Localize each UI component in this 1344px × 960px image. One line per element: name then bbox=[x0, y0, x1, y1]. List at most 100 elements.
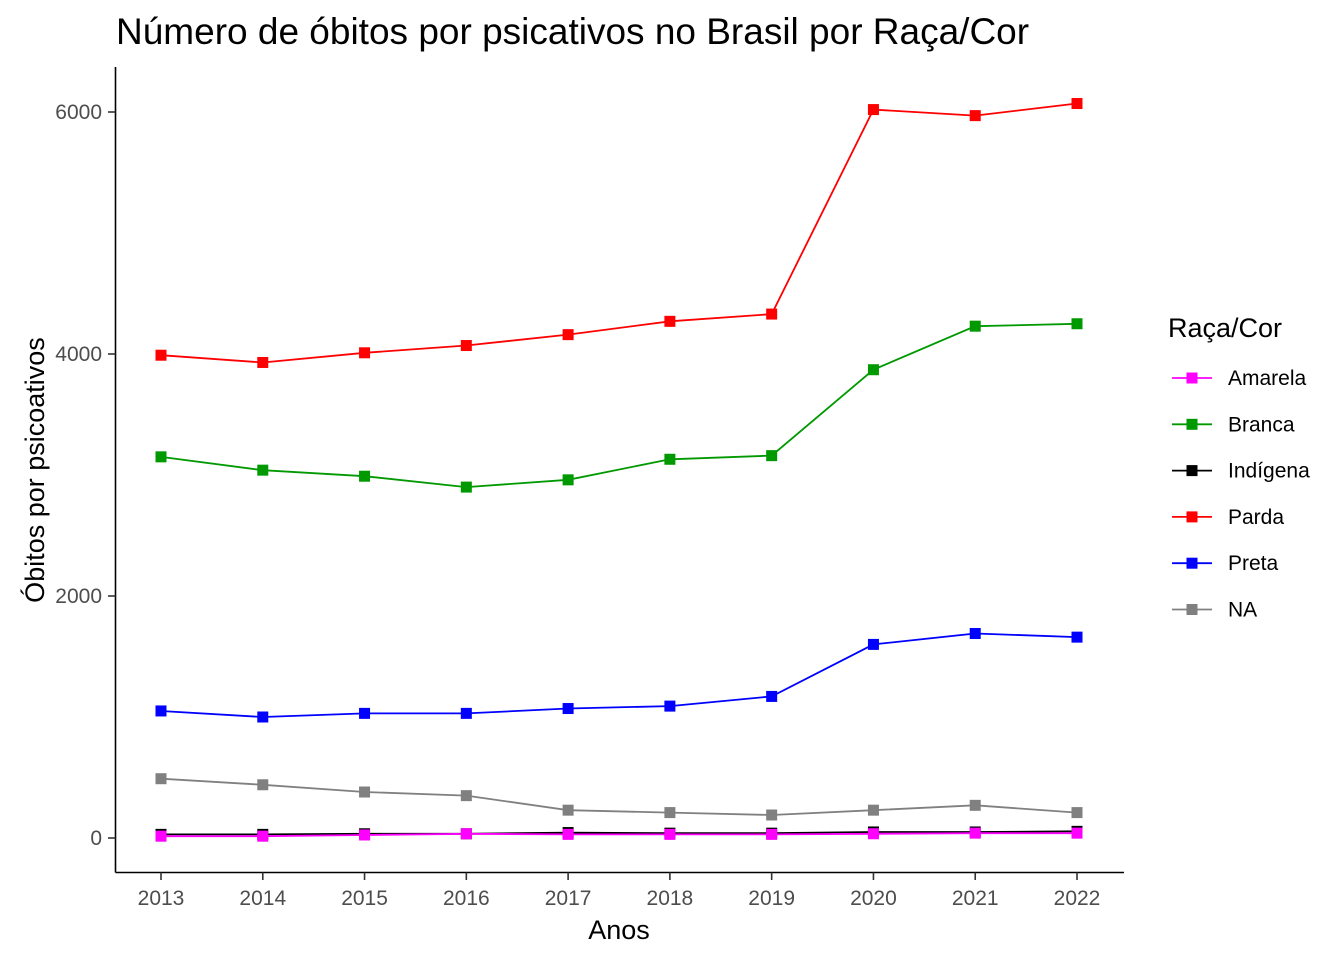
series-parda bbox=[155, 98, 1083, 368]
data-point-amarela bbox=[562, 828, 574, 840]
data-point-amarela bbox=[766, 828, 778, 840]
y-tick-label: 0 bbox=[90, 827, 102, 850]
x-axis-ticks: 2013 2014 2015 2016 2017 2018 2019 2020 2021 2022 bbox=[138, 872, 1101, 910]
legend-marker bbox=[1186, 465, 1198, 477]
data-point-na bbox=[257, 779, 269, 791]
x-tick-label: 2020 bbox=[850, 887, 897, 910]
data-point-preta bbox=[460, 707, 472, 719]
x-tick-label: 2021 bbox=[952, 887, 999, 910]
data-point-na bbox=[155, 773, 167, 785]
x-tick-label: 2017 bbox=[545, 887, 592, 910]
data-point-na bbox=[969, 799, 981, 811]
data-point-amarela bbox=[257, 830, 269, 842]
data-point-parda bbox=[460, 340, 472, 352]
series-na bbox=[155, 773, 1083, 821]
series-preta bbox=[155, 628, 1083, 723]
x-tick-label: 2015 bbox=[341, 887, 388, 910]
data-point-branca bbox=[155, 451, 167, 463]
data-point-na bbox=[867, 804, 879, 816]
data-point-amarela bbox=[155, 830, 167, 842]
series-line-parda bbox=[160, 102, 1078, 364]
data-point-branca bbox=[359, 470, 371, 482]
data-point-na bbox=[766, 809, 778, 821]
legend-label: Parda bbox=[1228, 506, 1284, 529]
data-point-preta bbox=[562, 703, 574, 715]
x-tick-label: 2016 bbox=[443, 887, 490, 910]
data-point-na bbox=[562, 804, 574, 816]
data-point-na bbox=[1071, 807, 1083, 819]
data-point-parda bbox=[257, 356, 269, 368]
x-tick-label: 2018 bbox=[647, 887, 694, 910]
data-point-branca bbox=[766, 450, 778, 462]
series-branca bbox=[155, 318, 1083, 493]
chart-title: Número de óbitos por psicativos no Brasi… bbox=[116, 11, 1029, 52]
y-axis-title: Óbitos por psicoativos bbox=[19, 337, 50, 603]
x-axis-title: Anos bbox=[588, 915, 650, 945]
series-line-branca bbox=[160, 322, 1078, 489]
data-point-parda bbox=[867, 104, 879, 116]
data-point-parda bbox=[562, 329, 574, 341]
x-tick-label: 2013 bbox=[138, 887, 185, 910]
legend-marker bbox=[1186, 372, 1198, 384]
data-point-na bbox=[664, 807, 676, 819]
legend-title: Raça/Cor bbox=[1168, 313, 1282, 343]
legend-item-preta: Preta bbox=[1172, 552, 1279, 575]
series-amarela bbox=[155, 827, 1083, 842]
data-point-amarela bbox=[867, 828, 879, 840]
data-point-na bbox=[359, 786, 371, 798]
y-tick-label: 4000 bbox=[55, 343, 102, 366]
legend-label: Indígena bbox=[1228, 460, 1310, 483]
legend-label: NA bbox=[1228, 599, 1257, 622]
data-point-branca bbox=[867, 364, 879, 376]
data-point-preta bbox=[969, 628, 981, 640]
data-point-parda bbox=[766, 308, 778, 320]
legend-item-indigena: Indígena bbox=[1172, 460, 1310, 483]
data-point-preta bbox=[257, 711, 269, 723]
data-point-amarela bbox=[460, 828, 472, 840]
data-point-parda bbox=[155, 349, 167, 361]
x-tick-label: 2022 bbox=[1054, 887, 1101, 910]
data-point-amarela bbox=[969, 827, 981, 839]
data-point-preta bbox=[155, 705, 167, 717]
legend-item-parda: Parda bbox=[1172, 506, 1284, 529]
data-point-branca bbox=[1071, 318, 1083, 330]
plot-area bbox=[155, 98, 1083, 842]
series-line-preta bbox=[160, 632, 1078, 718]
y-axis-ticks: 0 2000 4000 6000 bbox=[55, 101, 116, 850]
data-point-amarela bbox=[1071, 827, 1083, 839]
legend-item-na: NA bbox=[1172, 599, 1257, 622]
data-point-preta bbox=[1071, 631, 1083, 643]
data-point-branca bbox=[562, 474, 574, 486]
data-point-parda bbox=[359, 347, 371, 359]
data-point-parda bbox=[664, 315, 676, 327]
legend-marker bbox=[1186, 418, 1198, 430]
data-point-branca bbox=[664, 453, 676, 465]
series-line-amarela bbox=[161, 832, 1077, 838]
y-tick-label: 2000 bbox=[55, 585, 102, 608]
series-line-na bbox=[160, 777, 1078, 816]
y-tick-label: 6000 bbox=[55, 101, 102, 124]
data-point-amarela bbox=[359, 829, 371, 841]
x-tick-label: 2019 bbox=[748, 887, 795, 910]
data-point-branca bbox=[257, 464, 269, 476]
legend-label: Preta bbox=[1228, 552, 1279, 575]
data-point-branca bbox=[460, 481, 472, 493]
legend-item-amarela: Amarela bbox=[1172, 367, 1307, 390]
x-tick-label: 2014 bbox=[239, 887, 286, 910]
data-point-amarela bbox=[664, 828, 676, 840]
data-point-preta bbox=[766, 690, 778, 702]
data-point-parda bbox=[969, 110, 981, 122]
legend-item-branca: Branca bbox=[1172, 413, 1295, 436]
legend-marker bbox=[1186, 557, 1198, 569]
data-point-preta bbox=[664, 700, 676, 712]
data-point-preta bbox=[359, 707, 371, 719]
data-point-parda bbox=[1071, 98, 1083, 110]
legend-label: Branca bbox=[1228, 413, 1295, 436]
series-line-indigena bbox=[161, 830, 1078, 836]
data-point-branca bbox=[969, 320, 981, 332]
data-point-preta bbox=[867, 638, 879, 650]
data-point-na bbox=[460, 790, 472, 802]
legend: Raça/Cor Amarela Branca Indígena Parda Preta… bbox=[1168, 313, 1310, 622]
